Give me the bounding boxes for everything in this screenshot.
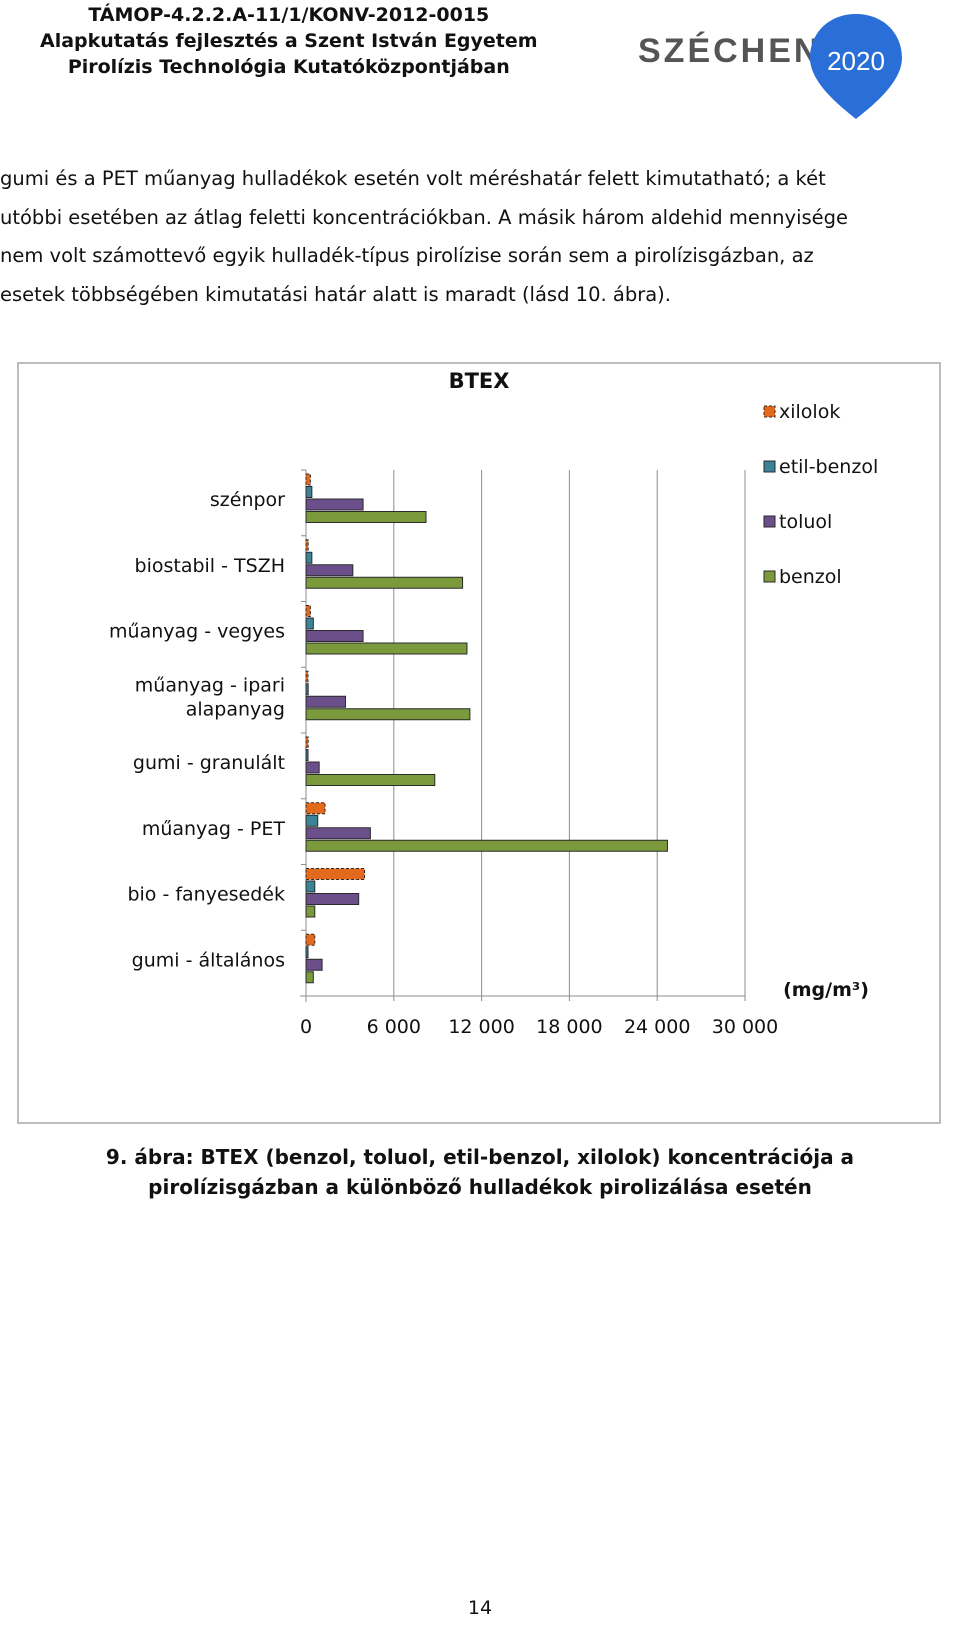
bar-benzol [305, 774, 436, 786]
bar-xilolok [305, 868, 366, 880]
bar-etil-benzol [305, 617, 314, 630]
category-label: műanyag - vegyes [109, 621, 285, 643]
header-line-3: Pirolízis Technológia Kutatóközpontjában [67, 56, 510, 78]
bar-toluol [305, 630, 364, 642]
legend-swatch [763, 570, 776, 583]
legend-swatch [763, 405, 776, 418]
document-header: TÁMOP-4.2.2.A-11/1/KONV-2012-0015 Alapku… [40, 2, 538, 80]
bar-toluol [305, 958, 323, 971]
project-code: TÁMOP-4.2.2.A-11/1/KONV-2012-0015 [88, 4, 490, 26]
paragraph-line: utóbbi esetében az átlag feletti koncent… [0, 205, 849, 229]
bar-xilolok [305, 802, 326, 815]
szechenyi-2020-logo: SZÉCHENYI 2020 [638, 14, 902, 119]
legend-label: etil-benzol [779, 456, 878, 478]
bar-benzol [305, 511, 427, 523]
bar-benzol [305, 971, 314, 984]
bar-etil-benzol [305, 814, 319, 827]
bar-etil-benzol [305, 683, 309, 696]
legend-label: xilolok [779, 401, 840, 423]
bar-toluol [305, 827, 371, 840]
caption-line: pirolízisgázban a különböző hulladékok p… [148, 1175, 812, 1199]
category-label: bio - fanyesedék [127, 884, 285, 906]
legend-swatch [763, 460, 776, 473]
category-label: szénpor [210, 489, 285, 511]
bar-benzol [305, 708, 471, 721]
bar-benzol [305, 839, 668, 852]
bar-benzol [305, 576, 464, 589]
x-tick-label: 6 000 [367, 1016, 421, 1038]
bar-toluol [305, 695, 347, 708]
bar-benzol [305, 905, 316, 918]
category-label: gumi - általános [132, 949, 285, 971]
bar-etil-benzol [305, 749, 309, 761]
bar-toluol [305, 761, 320, 774]
figure-caption: 9. ábra: BTEX (benzol, toluol, etil-benz… [0, 1142, 960, 1202]
bar-xilolok [305, 605, 311, 617]
category-label: gumi - granulált [133, 752, 285, 774]
chart-frame [17, 362, 941, 1124]
paragraph-line: nem volt számottevő egyik hulladék-típus… [0, 244, 814, 267]
legend-swatch [763, 515, 776, 528]
page-number: 14 [467, 1597, 493, 1619]
bar-toluol [305, 564, 354, 577]
category-label: műanyag - PET [142, 818, 286, 840]
bar-toluol [305, 498, 364, 511]
header-line-2: Alapkutatás fejlesztés a Szent István Eg… [40, 30, 538, 52]
paragraph-line: gumi és a PET műanyag hulladékok esetén … [0, 167, 826, 190]
caption-line: 9. ábra: BTEX (benzol, toluol, etil-benz… [105, 1145, 855, 1169]
x-tick-label: 18 000 [536, 1016, 602, 1038]
svg-text:2020: 2020 [827, 46, 885, 76]
bar-benzol [305, 642, 468, 655]
category-label: alapanyag [186, 698, 285, 720]
bar-etil-benzol [305, 551, 313, 564]
bar-toluol [305, 893, 360, 905]
bar-xilolok [305, 539, 309, 552]
chart-title: BTEX [449, 369, 510, 393]
bar-xilolok [305, 473, 311, 486]
x-tick-label: 24 000 [624, 1016, 690, 1038]
bar-xilolok [305, 736, 309, 749]
legend-label: benzol [779, 566, 842, 588]
legend-label: toluol [779, 511, 832, 533]
x-tick-label: 12 000 [448, 1016, 514, 1038]
x-axis-label: (mg/m³) [783, 979, 869, 1001]
bar-xilolok [305, 670, 309, 683]
map-pin-icon [810, 14, 902, 119]
bar-etil-benzol [305, 880, 316, 893]
bar-xilolok [305, 933, 316, 946]
bar-etil-benzol [305, 486, 313, 498]
category-label: műanyag - ipari [135, 674, 285, 696]
x-tick-label: 30 000 [712, 1016, 778, 1038]
paragraph-line: esetek többségében kimutatási határ alat… [0, 282, 671, 306]
category-label: biostabil - TSZH [135, 555, 285, 577]
x-tick-label: 0 [300, 1016, 312, 1038]
bar-etil-benzol [305, 946, 309, 959]
btex-bar-chart: BTEX 0 6 000 12 000 18 000 24 000 30 000(mg/m³… [109, 369, 878, 1038]
body-paragraph: gumi és a PET műanyag hulladékok esetén … [0, 160, 958, 314]
